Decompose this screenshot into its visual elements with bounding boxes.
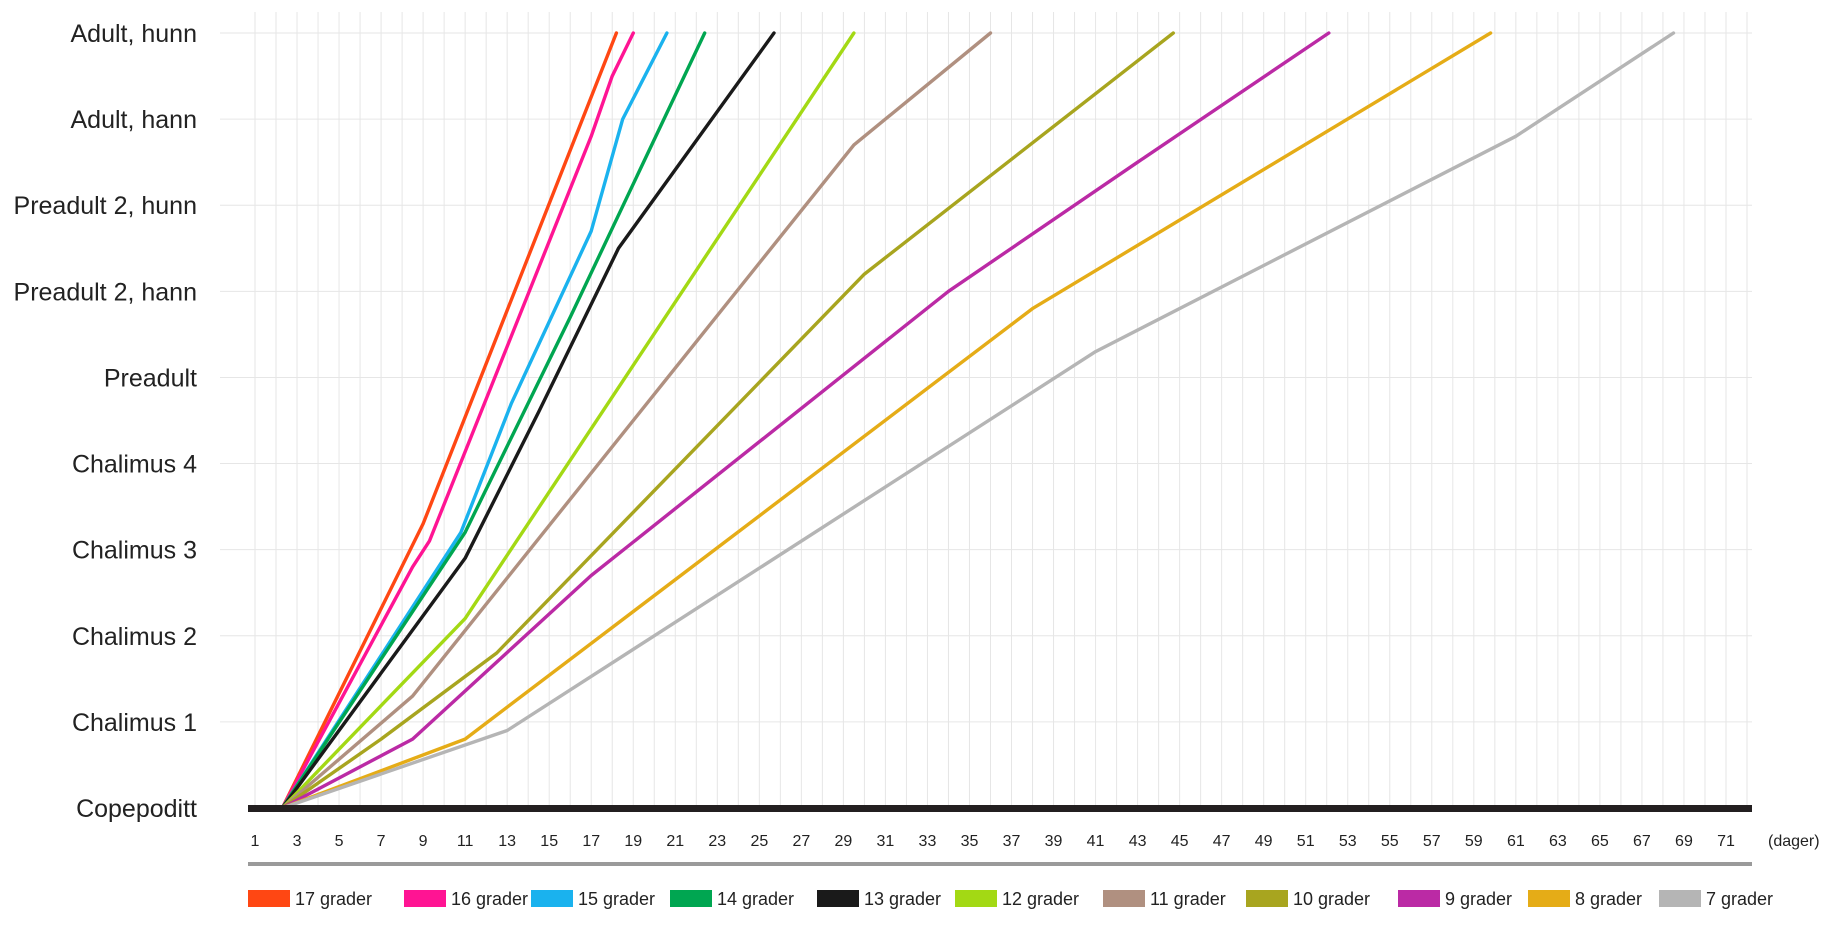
x-tick-label: 27 <box>792 833 810 850</box>
series-line-8-grader <box>280 31 1493 810</box>
legend-swatch <box>1103 890 1145 907</box>
x-tick-label: 49 <box>1255 833 1273 850</box>
legend-swatch <box>248 890 290 907</box>
x-tick-label: 31 <box>877 833 895 850</box>
x-tick-label: 71 <box>1717 833 1735 850</box>
x-tick-label: 17 <box>582 833 600 850</box>
legend-label: 16 grader <box>451 889 528 909</box>
x-tick-label: 65 <box>1591 833 1609 850</box>
series-line-7-grader <box>280 31 1676 810</box>
legend-label: 13 grader <box>864 889 941 909</box>
legend-swatch <box>531 890 573 907</box>
legend-label: 10 grader <box>1293 889 1370 909</box>
y-stage-label: Chalimus 2 <box>72 623 197 651</box>
legend-swatch <box>1659 890 1701 907</box>
x-tick-label: 15 <box>540 833 558 850</box>
x-tick-label: 47 <box>1213 833 1231 850</box>
series-line-16-grader <box>280 31 635 810</box>
x-axis-unit-label: (dager) <box>1768 833 1820 850</box>
series-line-12-grader <box>280 31 856 810</box>
x-tick-label: 35 <box>961 833 979 850</box>
x-tick-label: 41 <box>1087 833 1105 850</box>
x-tick-label: 25 <box>750 833 768 850</box>
legend-swatch <box>817 890 859 907</box>
y-stage-label: Copepoditt <box>76 795 197 823</box>
x-tick-label: 5 <box>335 833 344 850</box>
series-line-17-grader <box>280 31 619 810</box>
x-tick-label: 13 <box>498 833 516 850</box>
x-axis-baseline <box>248 805 1752 812</box>
legend-swatch <box>404 890 446 907</box>
plot-grid <box>220 12 1752 805</box>
legend-label: 17 grader <box>295 889 372 909</box>
x-tick-label: 39 <box>1045 833 1063 850</box>
x-tick-label: 55 <box>1381 833 1399 850</box>
x-tick-label: 23 <box>708 833 726 850</box>
plot-series <box>280 31 1676 810</box>
x-tick-label: 21 <box>666 833 684 850</box>
x-axis-tick-labels: 1 3 5 7 9 11 13 15 17 19 21 23 25 27 29 31 33 35 37 39 41 43 4… <box>251 833 1735 850</box>
legend: 17 grader 16 grader 15 grader 14 grader 13 g… <box>248 889 1773 909</box>
legend-label: 9 grader <box>1445 889 1512 909</box>
legend-label: 14 grader <box>717 889 794 909</box>
x-tick-label: 45 <box>1171 833 1189 850</box>
y-stage-label: Adult, hann <box>71 106 198 134</box>
x-tick-label: 19 <box>624 833 642 850</box>
legend-top-rule <box>248 862 1752 866</box>
series-line-14-grader <box>280 31 707 810</box>
series-line-15-grader <box>280 31 669 810</box>
x-tick-label: 37 <box>1003 833 1021 850</box>
x-tick-label: 59 <box>1465 833 1483 850</box>
legend-label: 15 grader <box>578 889 655 909</box>
legend-label: 11 grader <box>1150 889 1226 909</box>
y-axis-stage-labels: Copepoditt Chalimus 1 Chalimus 2 Chalimus 3… <box>14 20 198 823</box>
y-stage-label: Chalimus 3 <box>72 537 197 565</box>
x-tick-label: 67 <box>1633 833 1651 850</box>
legend-swatch <box>955 890 997 907</box>
y-stage-label: Preadult 2, hunn <box>14 192 197 220</box>
y-stage-label: Chalimus 1 <box>72 709 197 737</box>
legend-swatch <box>1528 890 1570 907</box>
x-tick-label: 69 <box>1675 833 1693 850</box>
legend-swatch <box>1246 890 1288 907</box>
x-tick-label: 7 <box>377 833 386 850</box>
x-tick-label: 29 <box>834 833 852 850</box>
x-axis: 1 3 5 7 9 11 13 15 17 19 21 23 25 27 29 31 33 35 37 39 41 43 4… <box>248 805 1820 866</box>
legend-label: 8 grader <box>1575 889 1642 909</box>
x-tick-label: 63 <box>1549 833 1567 850</box>
legend-label: 7 grader <box>1706 889 1773 909</box>
y-stage-label: Preadult <box>104 364 197 392</box>
series-line-11-grader <box>280 31 993 810</box>
x-tick-label: 3 <box>293 833 302 850</box>
x-tick-label: 57 <box>1423 833 1441 850</box>
series-line-13-grader <box>280 31 776 810</box>
y-stage-label: Preadult 2, hann <box>14 278 197 306</box>
x-tick-label: 9 <box>419 833 428 850</box>
y-stage-label: Chalimus 4 <box>72 451 197 479</box>
series-line-9-grader <box>280 31 1331 810</box>
x-tick-label: 51 <box>1297 833 1315 850</box>
legend-swatch <box>1398 890 1440 907</box>
legend-label: 12 grader <box>1002 889 1079 909</box>
legend-swatch <box>670 890 712 907</box>
x-tick-label: 61 <box>1507 833 1525 850</box>
x-tick-label: 33 <box>919 833 937 850</box>
series-line-10-grader <box>280 31 1176 810</box>
y-stage-label: Adult, hunn <box>71 20 198 48</box>
x-tick-label: 43 <box>1129 833 1147 850</box>
x-tick-label: 53 <box>1339 833 1357 850</box>
x-tick-label: 11 <box>457 833 474 850</box>
x-tick-label: 1 <box>251 833 260 850</box>
